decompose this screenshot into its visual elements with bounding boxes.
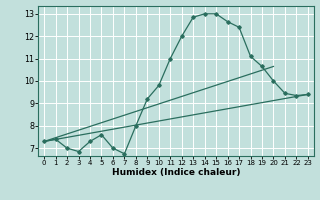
X-axis label: Humidex (Indice chaleur): Humidex (Indice chaleur) [112, 168, 240, 177]
